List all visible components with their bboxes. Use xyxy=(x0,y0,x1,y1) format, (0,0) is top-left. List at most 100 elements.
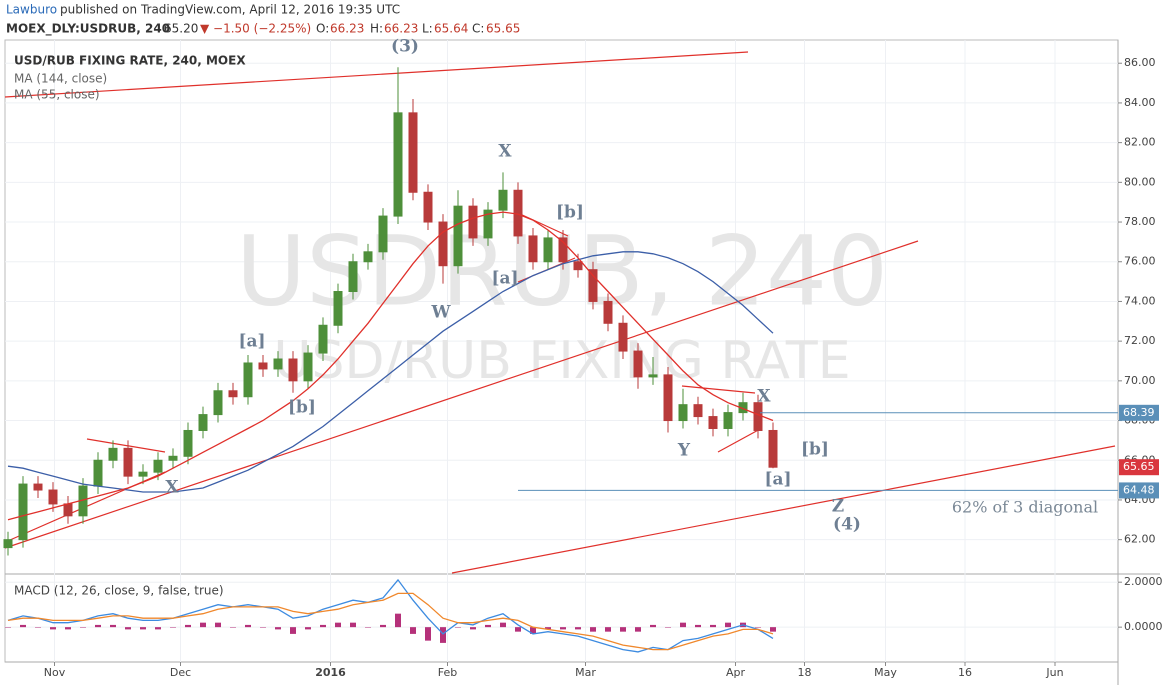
wave-label: X xyxy=(165,478,179,498)
y-tick-label: 72.00 xyxy=(1124,334,1156,347)
line-series xyxy=(7,578,774,653)
candle-body xyxy=(498,189,508,211)
histogram-bar xyxy=(755,627,761,628)
histogram-bar xyxy=(425,627,431,641)
symbol: MOEX_DLY:USDRUB, 240 xyxy=(6,22,170,37)
trend-line xyxy=(681,385,756,394)
trend-line xyxy=(4,240,919,549)
line-series xyxy=(7,251,774,493)
candle-body xyxy=(648,374,658,378)
candle-body xyxy=(243,362,253,398)
candle-body xyxy=(228,390,238,398)
price-marker-label: 65.65 xyxy=(1123,460,1155,473)
close: 65.65 xyxy=(486,22,520,36)
candle-body xyxy=(438,221,448,267)
x-tick-label: Dec xyxy=(170,666,191,679)
candle-body xyxy=(108,447,118,461)
histogram-bar xyxy=(650,624,656,628)
histogram-bar xyxy=(335,622,341,628)
y-tick-label: 78.00 xyxy=(1124,215,1156,228)
last-price: 65.20 xyxy=(164,22,198,36)
histogram-bar xyxy=(215,622,221,628)
candle-body xyxy=(48,489,58,505)
candle-body xyxy=(33,483,43,491)
candle-body xyxy=(558,237,568,263)
x-tick-label: Mar xyxy=(575,666,596,679)
watermark: USDRUB, 240 xyxy=(236,215,888,327)
candle-body xyxy=(693,404,703,418)
x-tick-label: Apr xyxy=(726,666,746,679)
histogram-bar xyxy=(455,627,461,628)
x-tick-label: May xyxy=(874,666,897,679)
y-tick-label: 74.00 xyxy=(1124,294,1156,307)
histogram-bar xyxy=(320,624,326,628)
wave-label: [a] xyxy=(491,269,518,289)
histogram-bar xyxy=(515,627,521,632)
trend-line xyxy=(86,438,166,453)
wave-label: [a] xyxy=(238,332,265,352)
chart-title: USD/RUB FIXING RATE, 240, MOEX xyxy=(14,54,246,68)
histogram-bar xyxy=(170,627,176,628)
histogram-bar xyxy=(350,622,356,628)
wave-label: (3) xyxy=(391,37,419,57)
histogram-bar xyxy=(200,622,206,628)
trend-line xyxy=(717,427,763,453)
candle-body xyxy=(723,412,733,429)
histogram-bar xyxy=(575,627,581,630)
histogram-bar xyxy=(440,627,446,643)
candle-body xyxy=(63,503,73,517)
candle-body xyxy=(3,539,13,549)
candle-body xyxy=(573,261,583,271)
macd-title: MACD (12, 26, close, 9, false, true) xyxy=(14,584,224,598)
histogram-bar xyxy=(530,627,536,634)
histogram-bar xyxy=(275,627,281,630)
histogram-bar xyxy=(695,624,701,628)
legend-entry: MA (55, close) xyxy=(14,88,100,102)
histogram-bar xyxy=(290,627,296,634)
histogram-bar xyxy=(140,627,146,630)
y-tick-label: 84.00 xyxy=(1124,96,1156,109)
wave-label: X xyxy=(757,387,771,407)
candle-body xyxy=(408,112,418,193)
histogram-bar xyxy=(680,622,686,628)
histogram-bar xyxy=(35,627,41,628)
author[interactable]: Lawburo xyxy=(6,3,57,17)
candle-body xyxy=(453,205,463,267)
histogram-bar xyxy=(470,627,476,630)
candle-body xyxy=(123,447,133,477)
high: 66.23 xyxy=(384,22,418,36)
open: 66.23 xyxy=(330,22,364,36)
low: 65.64 xyxy=(434,22,468,36)
x-tick-label: Nov xyxy=(44,666,66,679)
wave-label: [b] xyxy=(288,398,316,418)
low-label: L: xyxy=(422,22,433,36)
candle-body xyxy=(708,416,718,429)
candle-body xyxy=(213,390,223,416)
histogram-bar xyxy=(665,627,671,628)
histogram-bar xyxy=(230,627,236,628)
x-tick-label: Feb xyxy=(438,666,457,679)
y-tick-label: 70.00 xyxy=(1124,374,1156,387)
open-label: O: xyxy=(316,22,329,36)
close-label: C: xyxy=(472,22,484,36)
histogram-bar xyxy=(545,627,551,630)
candle-body xyxy=(618,322,628,352)
legend-entry: MA (144, close) xyxy=(14,72,107,86)
histogram-bar xyxy=(95,624,101,628)
histogram-bar xyxy=(305,627,311,630)
candle-body xyxy=(768,429,778,468)
candle-body xyxy=(93,459,103,487)
candle-body xyxy=(423,191,433,223)
y-tick-label: 76.00 xyxy=(1124,255,1156,268)
candle-body xyxy=(168,455,178,461)
histogram-bar xyxy=(20,624,26,628)
candle-body xyxy=(348,261,358,293)
wave-label: (4) xyxy=(833,515,861,535)
candle-body xyxy=(483,209,493,239)
histogram-bar xyxy=(605,627,611,632)
price-marker-box xyxy=(1119,482,1159,499)
candle-body xyxy=(468,205,478,239)
grid xyxy=(5,40,1118,662)
candle-body xyxy=(363,251,373,263)
